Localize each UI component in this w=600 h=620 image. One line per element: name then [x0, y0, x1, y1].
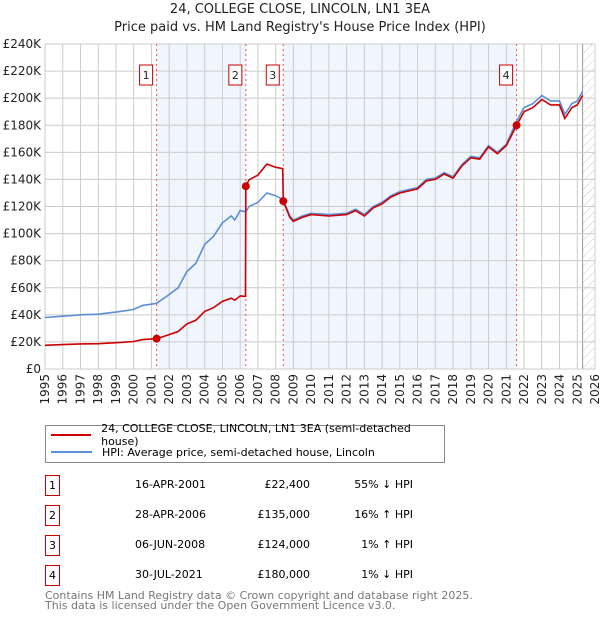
sale-row: 3 06-JUN-2008 £124,000 1% ↑ HPI — [45, 535, 465, 557]
x-tick-label: 2020 — [482, 374, 496, 405]
y-tick-label: £60K — [10, 281, 42, 295]
sale-label-border — [139, 64, 154, 86]
x-tick-label: 2008 — [269, 374, 283, 405]
y-tick-label: £180K — [3, 118, 43, 132]
x-tick-label: 2011 — [322, 374, 336, 405]
sale-label-number: 4 — [503, 69, 510, 82]
sale-label-box: 3 — [265, 64, 280, 86]
sale-number: 2 — [45, 505, 60, 526]
y-tick-label: £160K — [3, 145, 43, 159]
sale-hpi-diff: 1% ↓ HPI — [361, 568, 413, 581]
sale-date: 28-APR-2006 — [135, 508, 207, 521]
y-tick-label: £100K — [3, 227, 43, 241]
hpi-line — [44, 91, 584, 319]
x-tick-label: 2017 — [428, 374, 442, 405]
x-tick-label: 2013 — [357, 374, 371, 405]
y-tick-label: £200K — [3, 91, 43, 105]
y-tick-label: £80K — [10, 254, 42, 268]
x-tick-label: 2022 — [517, 374, 531, 405]
sale-hpi-diff: 16% ↑ HPI — [354, 508, 413, 521]
y-tick-label: £40K — [10, 308, 42, 322]
y-tick-label: £140K — [3, 172, 43, 186]
sale-price: £124,000 — [257, 538, 311, 551]
x-tick-label: 1995 — [38, 374, 52, 405]
x-tick-label: 2004 — [198, 374, 212, 405]
sale-number: 4 — [45, 565, 60, 586]
sale-number: 1 — [45, 475, 60, 496]
sale-point — [241, 182, 250, 191]
footer-copyright: Contains HM Land Registry data © Crown c… — [45, 589, 473, 602]
sale-hpi-diff: 1% ↑ HPI — [361, 538, 413, 551]
x-tick-label: 1998 — [91, 374, 105, 405]
price-chart: £0 £20K £40K £60K £80K £100K £120K £140K £160K £1… — [3, 37, 600, 405]
legend-label-hpi: HPI: Average price, semi-detached house,… — [102, 445, 375, 459]
plot-border — [44, 43, 596, 370]
x-tick-label: 1996 — [56, 374, 70, 405]
sale-price: £22,400 — [264, 478, 311, 491]
x-tick-label: 2025 — [570, 374, 584, 405]
sale-label-number: 1 — [143, 69, 150, 82]
x-tick-label: 2012 — [340, 374, 354, 405]
chart-subtitle: Price paid vs. HM Land Registry's House … — [114, 20, 486, 35]
y-tick-label: £20K — [10, 335, 42, 349]
legend: 24, COLLEGE CLOSE, LINCOLN, LN1 3EA (sem… — [45, 422, 445, 463]
x-tick-label: 2015 — [393, 374, 407, 405]
sale-point — [512, 121, 521, 130]
sale-row: 1 16-APR-2001 £22,400 55% ↓ HPI — [45, 475, 465, 497]
legend-swatch-hpi — [51, 451, 92, 453]
x-tick-label: 1997 — [73, 374, 87, 405]
property-price-line — [44, 95, 584, 347]
legend-swatch-property — [51, 434, 92, 436]
sale-label-border — [228, 64, 243, 86]
x-tick-label: 2003 — [180, 374, 194, 405]
legend-item-property: 24, COLLEGE CLOSE, LINCOLN, LN1 3EA (sem… — [51, 422, 444, 448]
x-tick-label: 2007 — [251, 374, 265, 405]
x-tick-label: 2010 — [304, 374, 318, 405]
x-tick-label: 2024 — [553, 374, 567, 405]
chart-title: 24, COLLEGE CLOSE, LINCOLN, LN1 3EA — [169, 2, 431, 17]
y-tick-label: £240K — [3, 37, 43, 51]
y-tick-label: £0 — [26, 362, 41, 376]
x-tick-label: 2006 — [233, 374, 247, 405]
x-tick-label: 2018 — [446, 374, 460, 405]
sale-label-box: 1 — [139, 64, 154, 86]
sale-row: 4 30-JUL-2021 £180,000 1% ↓ HPI — [45, 565, 465, 587]
sale-number: 3 — [45, 535, 60, 556]
sale-label-border — [265, 64, 280, 86]
y-tick-label: £220K — [3, 64, 43, 78]
x-tick-label: 2005 — [215, 374, 229, 405]
x-tick-label: 2021 — [499, 374, 513, 405]
footer-licence: This data is licensed under the Open Gov… — [45, 599, 396, 612]
legend-item-hpi: HPI: Average price, semi-detached house,… — [51, 444, 375, 460]
x-tick-label: 2000 — [127, 374, 141, 405]
sale-label-box: 4 — [499, 64, 514, 86]
x-tick-label: 1999 — [109, 374, 123, 405]
sale-date: 30-JUL-2021 — [135, 568, 203, 581]
x-tick-label: 2016 — [411, 374, 425, 405]
sale-date: 16-APR-2001 — [135, 478, 207, 491]
legend-label-property: 24, COLLEGE CLOSE, LINCOLN, LN1 3EA (sem… — [101, 422, 411, 448]
sale-label-border — [499, 64, 514, 86]
sale-price: £180,000 — [257, 568, 311, 581]
x-tick-label: 2014 — [375, 374, 389, 405]
sale-point — [152, 334, 161, 343]
sale-row: 2 28-APR-2006 £135,000 16% ↑ HPI — [45, 505, 465, 527]
sale-price: £135,000 — [257, 508, 311, 521]
x-tick-label: 2023 — [535, 374, 549, 405]
sale-point — [279, 197, 288, 206]
sale-date: 06-JUN-2008 — [135, 538, 206, 551]
sale-label-number: 2 — [232, 69, 239, 82]
x-tick-label: 2001 — [144, 374, 158, 405]
sale-label-number: 3 — [269, 69, 276, 82]
x-tick-label: 2009 — [286, 374, 300, 405]
x-tick-label: 2026 — [588, 374, 600, 405]
x-tick-label: 2019 — [464, 374, 478, 405]
x-tick-label: 2002 — [162, 374, 176, 405]
y-tick-label: £120K — [3, 200, 43, 214]
sale-label-box: 2 — [228, 64, 243, 86]
sale-hpi-diff: 55% ↓ HPI — [354, 478, 413, 491]
